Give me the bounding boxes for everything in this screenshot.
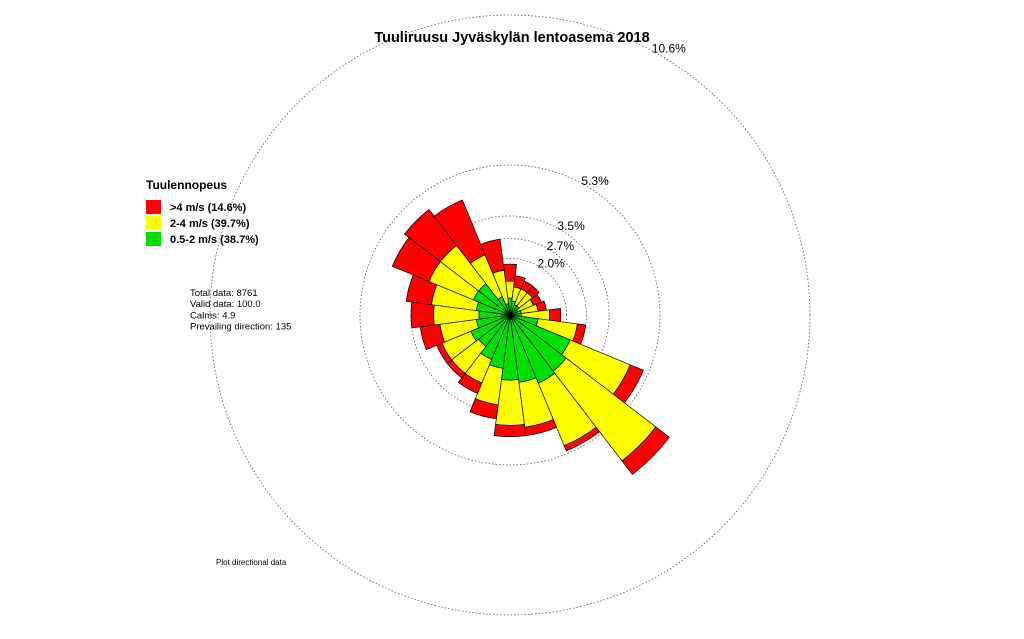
sector-180-bin-2 [493,424,527,438]
legend-swatch-1 [146,216,161,230]
legend-label-2: 0.5-2 m/s (38.7%) [170,234,259,246]
ring-label-3: 5.3% [581,174,609,188]
legend-swatch-2 [146,232,161,246]
ring-3 [359,164,661,466]
stat-line-2: Calms: 4.9 [190,310,235,321]
ring-label-2: 3.5% [557,219,585,233]
sector-90-bin-2 [548,307,562,323]
legend-label-1: 2-4 m/s (39.7%) [170,218,250,230]
chart-title: Tuuliruusu Jyväskylän lentoasema 2018 [374,30,649,46]
stat-line-0: Total data: 8761 [190,288,258,299]
ring-labels-layer: 2.0% 2.7% 3.5% 5.3% 10.6% [538,41,687,270]
sector-345-bin-2 [480,238,505,274]
ring-label-0: 2.0% [538,256,566,270]
ring-label-1: 2.7% [547,239,575,253]
legend: Tuulennopeus >4 m/s (14.6%) 2-4 m/s (39.7… [146,178,259,246]
ring-label-4: 10.6% [652,41,686,55]
stat-line-1: Valid data: 100.0 [190,299,261,310]
sector-135-bin-2 [621,426,670,475]
footnote: Plot directional data [216,558,287,567]
ring-4 [209,14,811,616]
legend-title: Tuulennopeus [146,178,227,192]
legend-swatch-0 [146,200,161,214]
sector-150-bin-2 [563,426,601,452]
sector-210-bin-2 [457,372,483,394]
sector-315-bin-2 [403,208,458,263]
stat-line-3: Prevailing direction: 135 [190,322,291,333]
sectors-layer [391,199,670,475]
sector-15-bin-2 [513,275,526,290]
sector-270-bin-2 [410,301,435,329]
sector-195-bin-2 [469,398,499,420]
legend-label-0: >4 m/s (14.6%) [170,202,246,214]
sector-0-bin-2 [502,263,518,282]
sector-330-bin-2 [433,199,486,264]
